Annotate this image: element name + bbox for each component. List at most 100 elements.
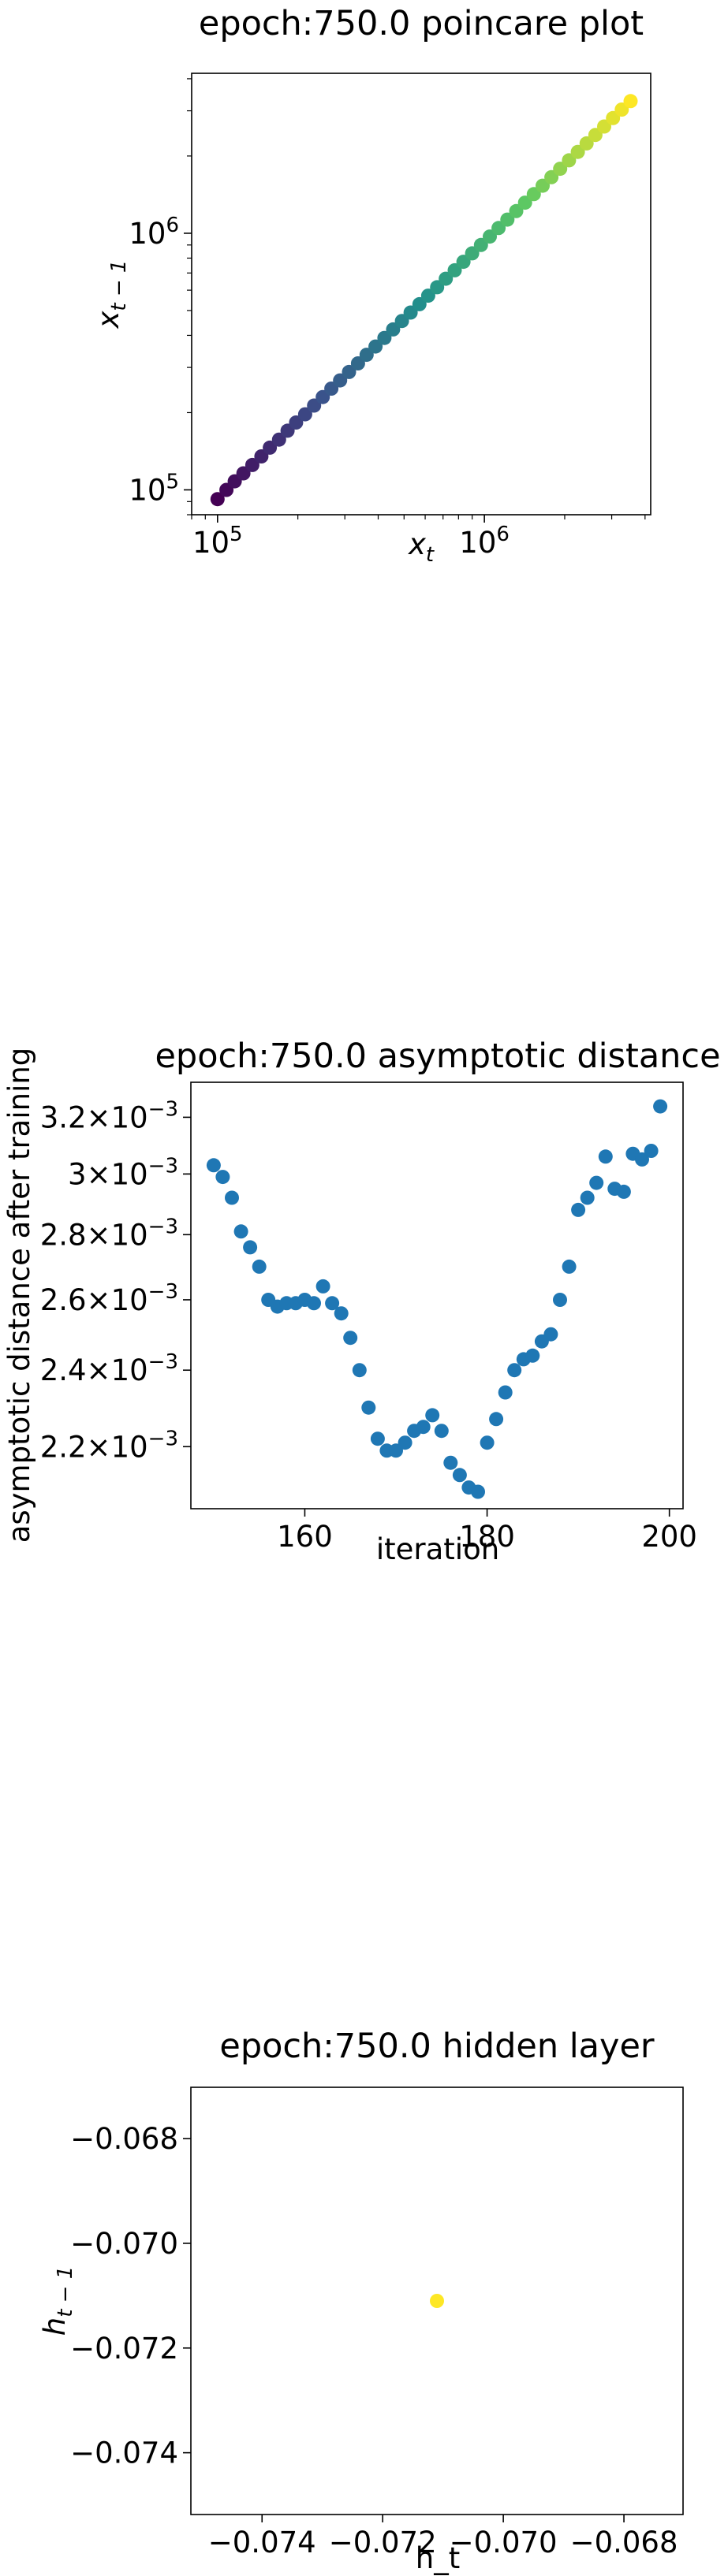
data-point — [434, 1424, 449, 1439]
data-point — [206, 1158, 221, 1173]
y-axis-label: xt − 1 — [91, 260, 131, 329]
data-point — [359, 348, 374, 363]
tick-exponent: 5 — [166, 470, 179, 493]
data-point — [480, 1435, 495, 1450]
data-point — [243, 1240, 258, 1255]
tick-exponent: −3 — [148, 1154, 178, 1178]
data-point — [543, 1327, 558, 1342]
data-point — [315, 1279, 330, 1294]
tick-mantissa: 2.2× — [40, 1430, 111, 1464]
tick-exponent: −3 — [148, 1280, 178, 1304]
y-tick-label: 3×10−3 — [68, 1154, 178, 1191]
data-point — [350, 356, 365, 370]
chart-title: epoch:750.0 poincare plot — [199, 4, 644, 43]
y-tick-label: −0.068 — [70, 2122, 178, 2156]
data-point — [525, 1348, 540, 1363]
data-point — [536, 178, 550, 193]
data-point — [614, 102, 629, 117]
data-point — [254, 449, 269, 463]
data-point — [571, 1202, 586, 1217]
tick-mantissa: 3× — [68, 1157, 111, 1191]
tick-base: 10 — [129, 217, 166, 251]
data-point — [465, 246, 480, 261]
plot-frame — [191, 73, 651, 516]
x-axis-label: iteration — [376, 1532, 499, 1566]
asymptotic-distance-chart: epoch:750.0 asymptotic distance 160 180 20… — [2, 1037, 721, 1566]
y-tick-label: 3.2×10−3 — [40, 1097, 178, 1134]
x-tick-label: 160 — [277, 1520, 333, 1554]
data-point — [616, 1184, 631, 1199]
data-point — [403, 305, 418, 320]
data-point — [489, 1412, 504, 1427]
data-point — [597, 119, 611, 134]
data-point — [544, 169, 559, 184]
axis-ticks: −0.074 −0.072 −0.070 −0.068 −0.074 −0.072 −0.0… — [70, 2122, 678, 2559]
y-axis-label-symbol: x — [91, 310, 125, 329]
tick-exponent: 5 — [230, 523, 243, 546]
data-point — [483, 229, 497, 244]
data-points — [206, 1099, 668, 1499]
data-point — [307, 398, 322, 413]
data-point — [398, 1435, 413, 1450]
data-point — [370, 1431, 385, 1446]
data-point — [368, 339, 383, 354]
data-point — [325, 1296, 340, 1311]
data-point — [233, 1224, 248, 1239]
x-tick-label: −0.070 — [450, 2526, 558, 2559]
data-point — [553, 1293, 567, 1307]
data-point — [412, 296, 427, 311]
data-point — [210, 492, 225, 507]
tick-base: 10 — [459, 526, 496, 560]
tick-base: 10 — [111, 1100, 148, 1134]
data-point — [425, 1408, 440, 1423]
data-point — [580, 1190, 595, 1205]
data-point — [500, 212, 515, 227]
hidden-layer-chart: epoch:750.0 hidden layer −0.074 −0.072 −0.… — [38, 2027, 684, 2575]
y-tick-label: −0.074 — [70, 2436, 178, 2470]
data-point — [361, 1400, 376, 1415]
data-point — [352, 1363, 367, 1378]
tick-base: 10 — [192, 526, 230, 560]
data-point — [215, 1170, 230, 1185]
data-point — [389, 1443, 403, 1458]
data-point — [635, 1152, 649, 1167]
y-tick-label: 2.4×10−3 — [40, 1350, 178, 1387]
y-axis-label-subscript: t − 1 — [54, 2266, 77, 2317]
data-points — [430, 2294, 444, 2308]
data-point — [509, 203, 524, 218]
data-point — [589, 1175, 604, 1190]
plot-frame — [190, 2086, 684, 2515]
data-points — [210, 94, 638, 507]
data-point — [526, 187, 541, 202]
x-tick-label: −0.072 — [329, 2526, 437, 2559]
x-tick-label: 180 — [459, 1520, 515, 1554]
data-point — [588, 128, 603, 143]
chart-title: epoch:750.0 asymptotic distance — [155, 1037, 720, 1076]
data-point — [225, 1190, 239, 1205]
y-axis-label-symbol: h — [38, 2317, 72, 2336]
tick-base: 10 — [111, 1218, 148, 1252]
x-tick-label: 200 — [641, 1520, 697, 1554]
tick-exponent: −3 — [148, 1350, 178, 1374]
data-point — [416, 1420, 431, 1435]
tick-base: 10 — [111, 1353, 148, 1387]
data-point — [420, 288, 435, 303]
y-axis-label-subscript: t − 1 — [107, 260, 131, 311]
y-tick-label: 2.2×10−3 — [40, 1427, 178, 1464]
data-point — [452, 1468, 467, 1483]
data-point — [245, 457, 259, 472]
data-point — [386, 322, 401, 337]
data-point — [491, 221, 506, 236]
data-point — [471, 1484, 485, 1499]
tick-mantissa: 2.8× — [40, 1218, 111, 1252]
data-point — [343, 1331, 358, 1346]
data-point — [606, 110, 621, 125]
data-point — [570, 144, 585, 159]
data-point — [498, 1385, 513, 1400]
y-axis-label: ht − 1 — [38, 2266, 77, 2336]
data-point — [252, 1259, 267, 1274]
x-tick-label: −0.074 — [208, 2526, 316, 2559]
